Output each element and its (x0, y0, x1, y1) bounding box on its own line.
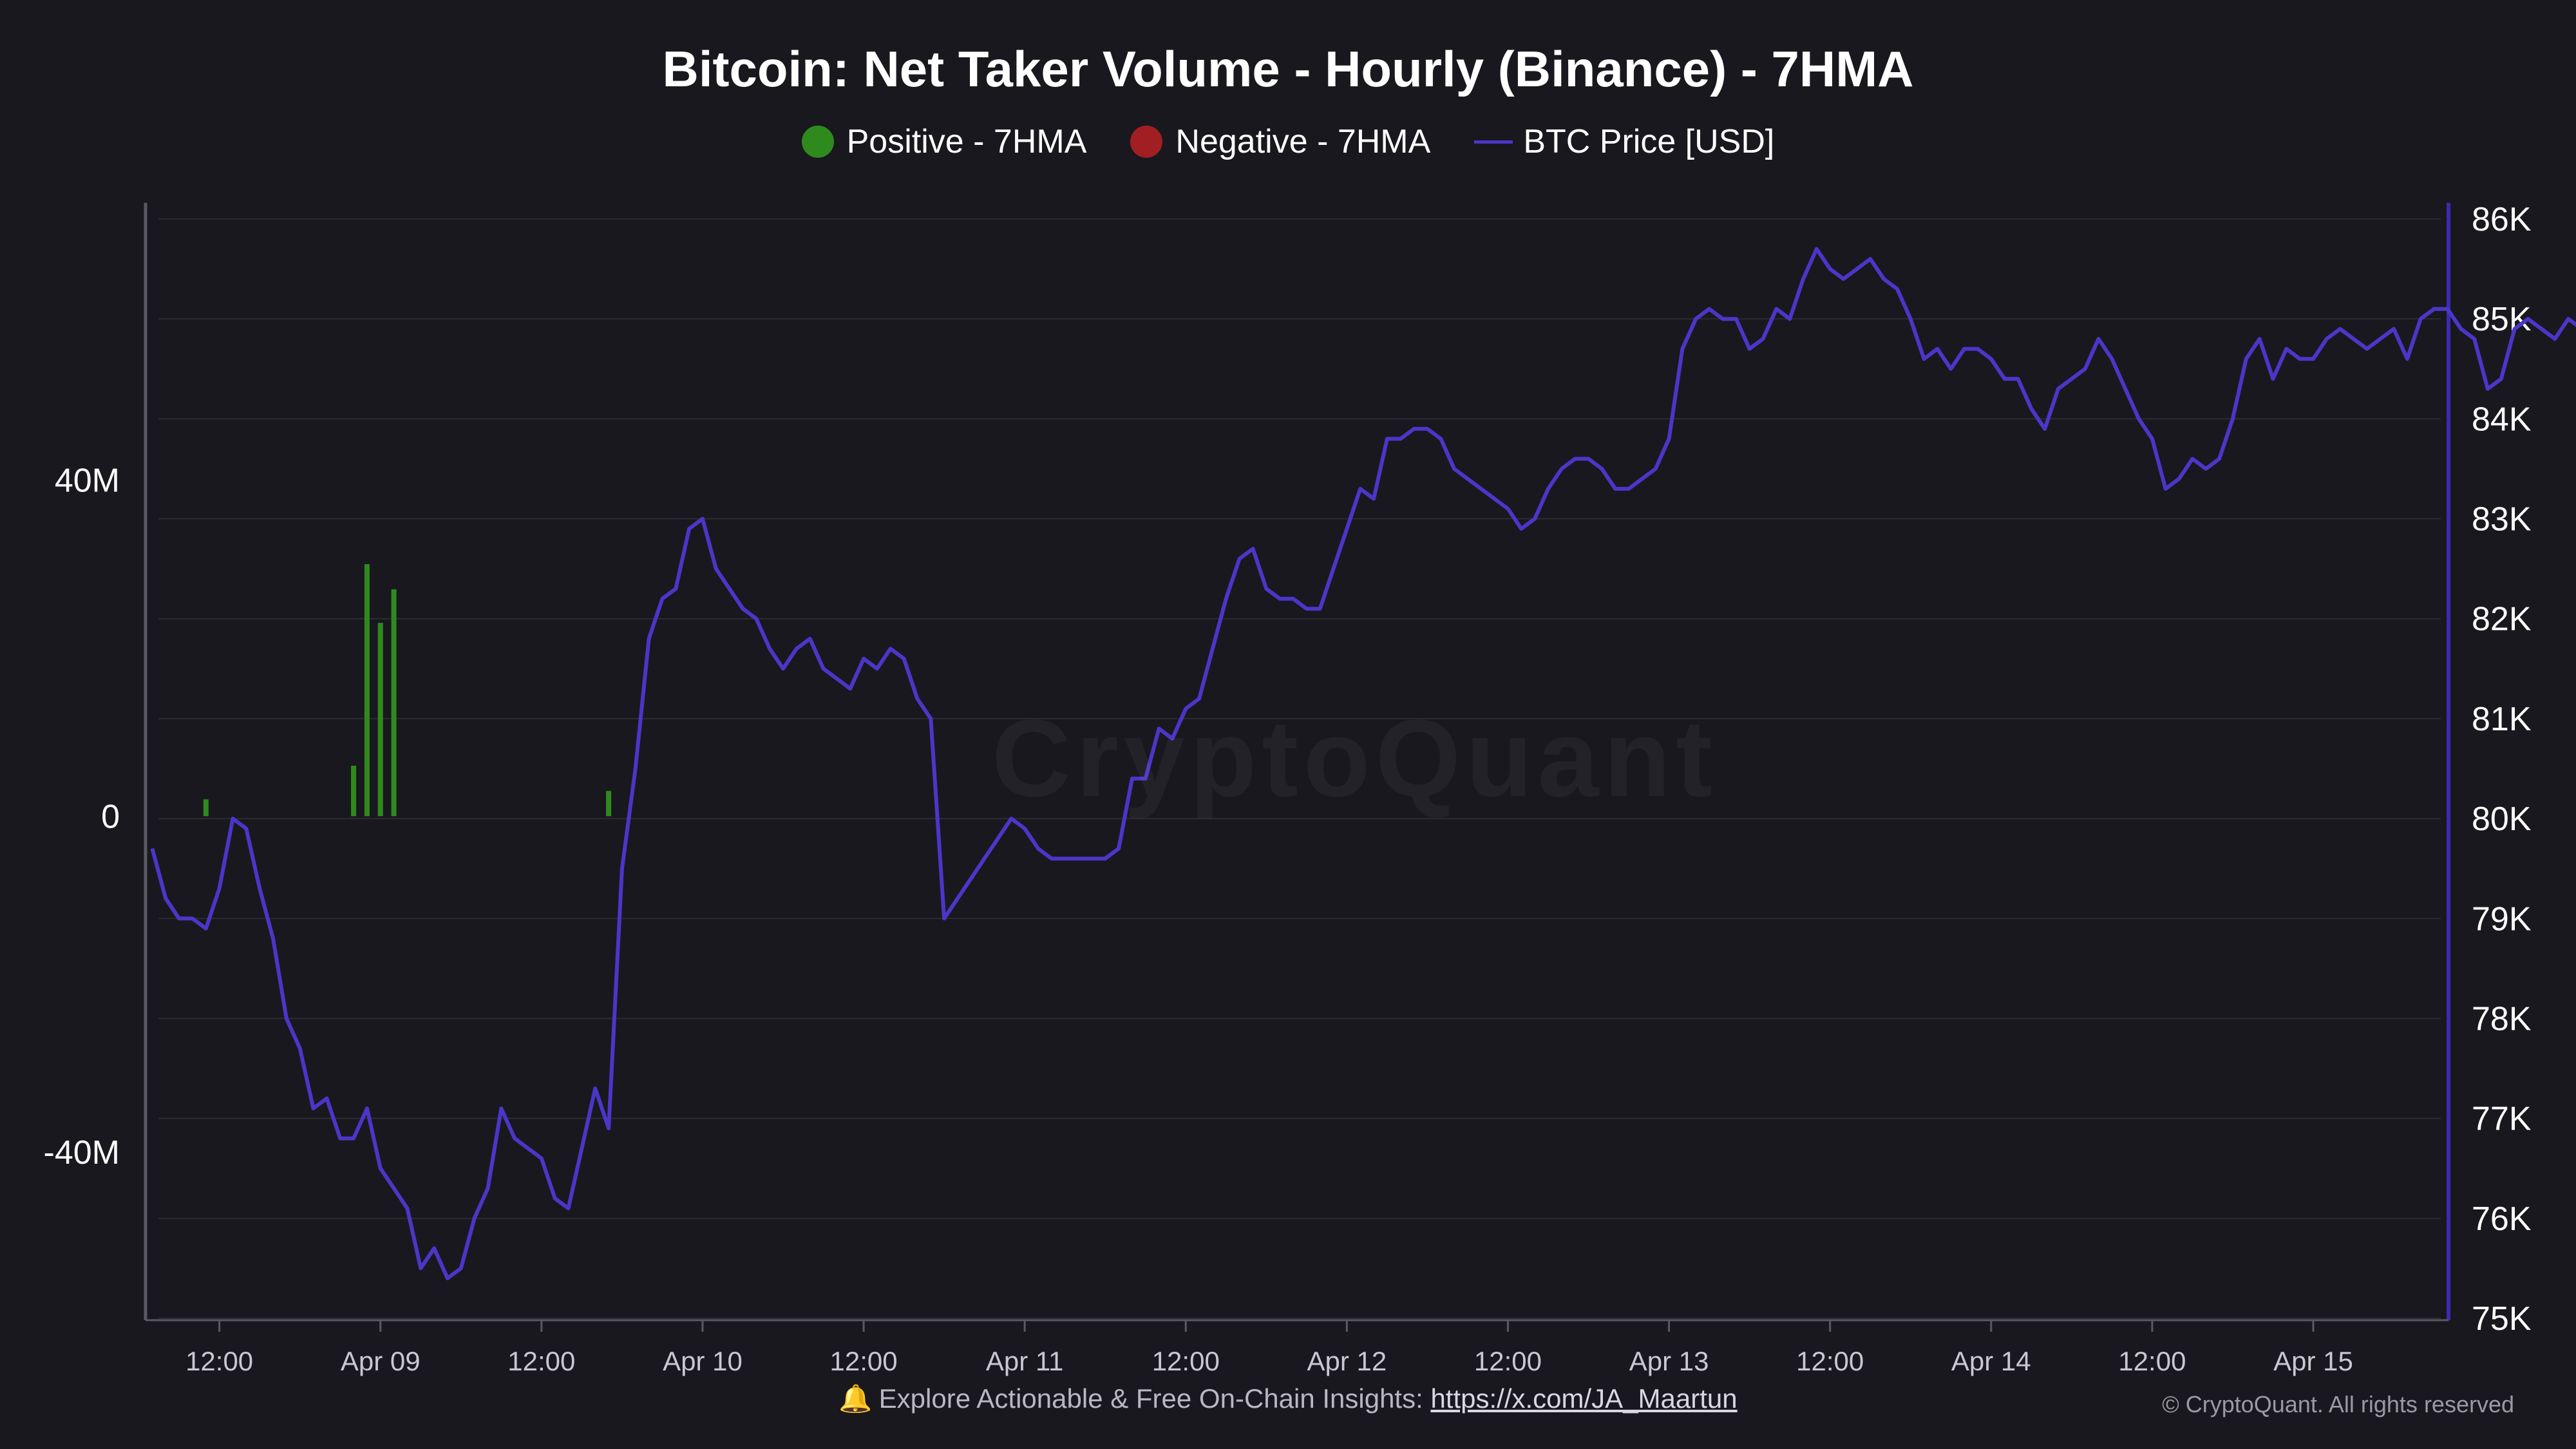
y-right-tick-label: 81K (2472, 701, 2532, 738)
bar-positive (351, 766, 357, 817)
y-right-tick-label: 78K (2472, 1000, 2532, 1037)
price-line (150, 247, 2576, 1280)
y-left-tick-label: 40M (55, 462, 120, 499)
bar-positive (377, 623, 383, 817)
x-tick-label: 12:00 (1474, 1346, 1542, 1376)
footer-text: Explore Actionable & Free On-Chain Insig… (878, 1383, 1431, 1414)
x-tick-label: Apr 10 (663, 1346, 743, 1376)
x-tick-label: 12:00 (507, 1346, 575, 1376)
bar-positive (364, 564, 370, 817)
x-tick-label: Apr 15 (2273, 1346, 2353, 1376)
footer-link[interactable]: https://x.com/JA_Maartun (1430, 1383, 1738, 1414)
y-right-tick-label: 80K (2472, 800, 2532, 838)
legend-swatch-positive (801, 126, 834, 158)
legend-label-negative: Negative - 7HMA (1175, 123, 1431, 160)
x-tick-label: Apr 14 (1951, 1346, 2031, 1376)
x-tick-label: Apr 09 (341, 1346, 421, 1376)
footer: 🔔 Explore Actionable & Free On-Chain Insi… (0, 1383, 2576, 1415)
legend-label-positive: Positive - 7HMA (846, 123, 1087, 160)
legend-item-negative[interactable]: Negative - 7HMA (1130, 122, 1430, 161)
bell-icon: 🔔 (838, 1383, 873, 1414)
y-right-tick-label: 77K (2472, 1101, 2532, 1138)
x-tick-label: 12:00 (2118, 1346, 2186, 1376)
legend-swatch-price (1474, 140, 1513, 144)
y-right-tick-label: 86K (2472, 201, 2532, 238)
x-tick-label: Apr 13 (1629, 1346, 1709, 1376)
y-right-tick-label: 79K (2472, 900, 2532, 938)
x-tick-label: 12:00 (1796, 1346, 1864, 1376)
y-right-tick-label: 84K (2472, 401, 2532, 438)
y-right-tick-label: 76K (2472, 1200, 2532, 1238)
y-right-tick-label: 83K (2472, 501, 2532, 538)
legend-item-price[interactable]: BTC Price [USD] (1474, 122, 1774, 161)
y-left-tick-label: -40M (44, 1134, 120, 1171)
x-tick-label: 12:00 (1152, 1346, 1220, 1376)
bar-positive (203, 799, 209, 817)
x-tick-label: Apr 11 (986, 1346, 1064, 1376)
bar-positive (391, 589, 397, 817)
x-tick-label: 12:00 (185, 1346, 253, 1376)
chart-title: Bitcoin: Net Taker Volume - Hourly (Bina… (662, 41, 1914, 97)
legend-label-price: BTC Price [USD] (1523, 123, 1775, 160)
x-tick-label: 12:00 (829, 1346, 897, 1376)
y-left-tick-label: 0 (101, 798, 120, 835)
legend-swatch-negative (1130, 126, 1163, 158)
bar-positive (606, 791, 612, 817)
legend: Positive - 7HMA Negative - 7HMA BTC Pric… (0, 122, 2576, 161)
legend-item-positive[interactable]: Positive - 7HMA (801, 122, 1087, 161)
copyright: © CryptoQuant. All rights reserved (2162, 1391, 2514, 1417)
y-right-tick-label: 75K (2472, 1300, 2532, 1338)
x-tick-label: Apr 12 (1307, 1346, 1387, 1376)
y-right-tick-label: 82K (2472, 601, 2532, 638)
watermark: CryptoQuant (992, 696, 1718, 822)
y-right-tick-label: 85K (2472, 301, 2532, 338)
